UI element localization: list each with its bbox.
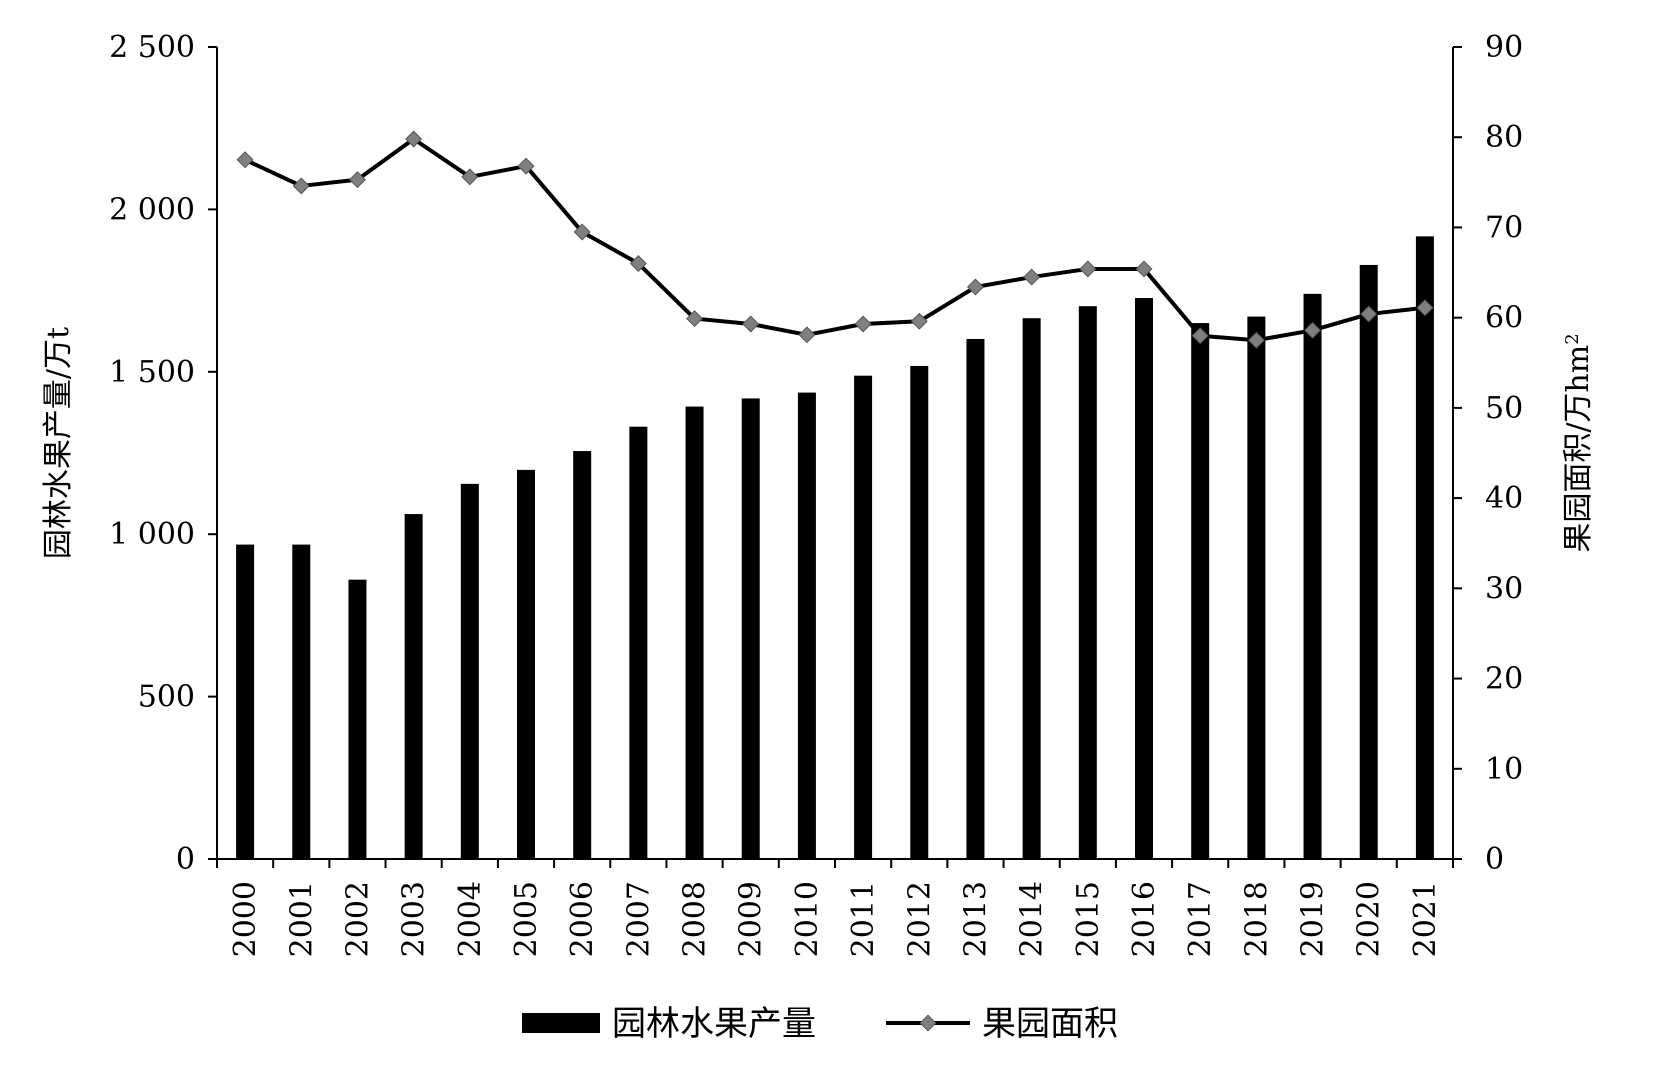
legend: 园林水果产量 果园面积 [522,1004,1118,1044]
bar-2017 [1191,323,1210,860]
x-tick-label-2004: 2004 [453,881,488,957]
line-point-2012 [910,312,928,330]
x-tick-label-2006: 2006 [565,881,600,957]
left-y-tick-label: 1 500 [109,355,195,390]
line-series-group [236,130,1434,349]
bar-2009 [741,398,760,859]
line-point-2010 [798,326,816,344]
line-point-2015 [1079,260,1097,278]
line-point-2017 [1191,327,1209,345]
bar-2000 [236,544,255,859]
x-tick-label-2011: 2011 [846,881,881,957]
x-tick-label-2020: 2020 [1352,881,1387,957]
x-ticks: 2000 2001 2002 2003 2004 2005 2006 2007 2008 2009… [216,859,1454,957]
left-y-tick-label: 1 000 [109,517,195,552]
left-y-tick-label: 2 500 [109,30,195,65]
line-point-2009 [742,315,760,333]
bar-2004 [460,483,479,859]
x-tick-label-2007: 2007 [621,881,656,957]
line-point-2011 [854,315,872,333]
right-y-tick-label: 0 [1485,842,1504,877]
line-point-2004 [461,168,479,186]
left-y-tick-label: 2 000 [109,192,195,227]
bar-2016 [1135,298,1153,859]
bar-2020 [1359,264,1378,859]
bar-2012 [910,365,929,859]
bar-2003 [404,514,423,859]
x-tick-label-2010: 2010 [790,881,825,957]
right-y-tick-label: 60 [1485,301,1523,336]
bar-2001 [292,544,311,859]
line-point-2007 [629,255,647,273]
bar-2002 [348,579,367,859]
x-tick-label-2018: 2018 [1239,881,1274,957]
x-tick-label-2014: 2014 [1015,881,1050,957]
x-tick-label-2015: 2015 [1071,881,1106,957]
bar-2013 [966,338,985,859]
bar-2010 [797,392,816,859]
line-path-orchard-area [244,137,1426,343]
x-tick-label-2016: 2016 [1127,881,1162,957]
x-tick-label-2012: 2012 [902,881,937,957]
line-point-2014 [1023,268,1041,286]
x-tick-label-2019: 2019 [1296,881,1331,957]
line-point-2003 [405,130,423,148]
left-y-tick-label: 500 [138,680,195,715]
line-point-2019 [1304,321,1322,339]
bar-series-group [236,236,1434,860]
x-tick-label-2021: 2021 [1408,881,1443,957]
legend-bar-swatch [522,1013,600,1033]
right-y-tick-label: 50 [1485,391,1523,426]
line-point-2013 [966,278,984,296]
bar-2005 [517,469,535,859]
x-tick-label-2008: 2008 [678,881,713,957]
x-tick-label-2009: 2009 [734,881,769,957]
right-y-tick-label: 90 [1485,30,1523,65]
right-y-axis-title: 果园面积/万hm2 [1561,333,1596,552]
right-y-tick-label: 10 [1485,752,1523,787]
right-y-tick-label: 30 [1485,571,1523,606]
line-point-2006 [573,223,591,241]
x-tick-label-2003: 2003 [397,881,432,957]
x-tick-label-2017: 2017 [1183,881,1218,957]
left-y-axis-title: 园林水果产量/万t [41,327,76,559]
left-y-tick-label: 0 [176,842,195,877]
line-point-2008 [686,310,704,328]
right-y-tick-label: 70 [1485,210,1523,245]
line-point-2018 [1247,331,1265,349]
bar-2019 [1303,293,1322,859]
legend-line-marker [919,1014,937,1032]
right-y-ticks: 0 10 20 30 40 50 60 70 80 90 [1453,30,1523,877]
line-point-2005 [517,157,535,175]
right-y-tick-label: 40 [1485,481,1523,516]
left-y-ticks: 0 500 1 000 1 500 2 000 2 500 [109,30,217,877]
bar-2015 [1078,306,1097,859]
bar-2021 [1415,236,1434,859]
bar-2008 [685,406,704,859]
axes-group [216,47,1454,860]
legend-line-label: 果园面积 [982,1004,1118,1044]
x-tick-label-2002: 2002 [340,881,375,957]
bar-2011 [854,375,873,859]
bar-2018 [1247,316,1266,860]
right-y-tick-label: 80 [1485,120,1523,155]
line-point-2016 [1135,260,1153,278]
x-tick-label-2005: 2005 [509,881,544,957]
line-point-2000 [236,151,254,169]
bar-2006 [573,451,592,859]
line-point-2020 [1360,305,1378,323]
x-tick-label-2001: 2001 [284,881,319,957]
bar-2014 [1022,318,1041,859]
right-y-tick-label: 20 [1485,662,1523,697]
line-point-2002 [348,171,366,189]
line-point-2001 [292,177,310,195]
x-tick-label-2000: 2000 [228,881,263,957]
x-tick-label-2013: 2013 [958,881,993,957]
legend-bar-label: 园林水果产量 [612,1004,816,1044]
line-point-2021 [1416,299,1434,317]
bar-2007 [629,426,648,859]
